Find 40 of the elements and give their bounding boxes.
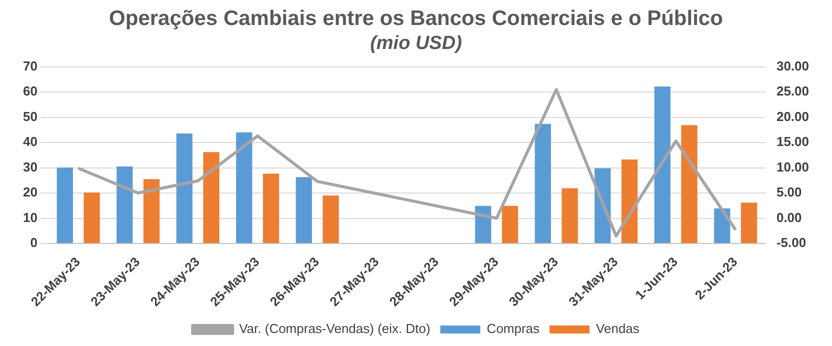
bar bbox=[322, 196, 339, 244]
bar bbox=[203, 152, 220, 244]
bar bbox=[654, 86, 670, 244]
y2-tick-label: 20.00 bbox=[776, 108, 810, 124]
bar bbox=[262, 174, 280, 244]
bar bbox=[681, 125, 698, 244]
y2-tick-label: 0.00 bbox=[776, 210, 802, 225]
y-tick-label: 30 bbox=[22, 159, 38, 174]
legend-label: Var. (Compras-Vendas) (eix. Dto) bbox=[239, 321, 430, 336]
bar bbox=[621, 159, 638, 244]
y2-tick-label: 5.00 bbox=[776, 184, 802, 200]
y2-tick-label: -5.00 bbox=[776, 235, 806, 250]
y2-tick-label: 15.00 bbox=[776, 134, 810, 150]
y2-tick-label: 25.00 bbox=[776, 84, 810, 99]
bar bbox=[176, 133, 192, 244]
y-tick-label: 50 bbox=[22, 108, 38, 124]
y-tick-label: 60 bbox=[22, 84, 38, 99]
bar bbox=[84, 192, 100, 244]
y2-tick-label: 30.00 bbox=[776, 58, 810, 74]
chart-title: Operações Cambiais entre os Bancos Comerciais e o Público bbox=[108, 6, 724, 32]
bar bbox=[236, 132, 252, 244]
bar bbox=[740, 202, 758, 244]
y-tick-label: 40 bbox=[22, 134, 38, 150]
bar bbox=[714, 208, 730, 244]
y-tick-label: 0 bbox=[30, 235, 38, 250]
y-tick-label: 70 bbox=[22, 58, 38, 74]
legend-label: Vendas bbox=[596, 321, 640, 336]
bar bbox=[56, 168, 73, 244]
bar bbox=[475, 206, 492, 244]
bar bbox=[116, 166, 133, 244]
bar bbox=[296, 177, 312, 244]
y-tick-label: 20 bbox=[22, 184, 38, 200]
y-tick-label: 10 bbox=[22, 210, 38, 225]
bar bbox=[502, 206, 518, 244]
bar bbox=[143, 179, 160, 244]
legend-label: Compras bbox=[486, 321, 540, 336]
y2-tick-label: 10.00 bbox=[776, 159, 810, 174]
bar bbox=[562, 188, 578, 244]
chart-subtitle: (mio USD) bbox=[369, 32, 463, 56]
bar bbox=[534, 124, 551, 244]
